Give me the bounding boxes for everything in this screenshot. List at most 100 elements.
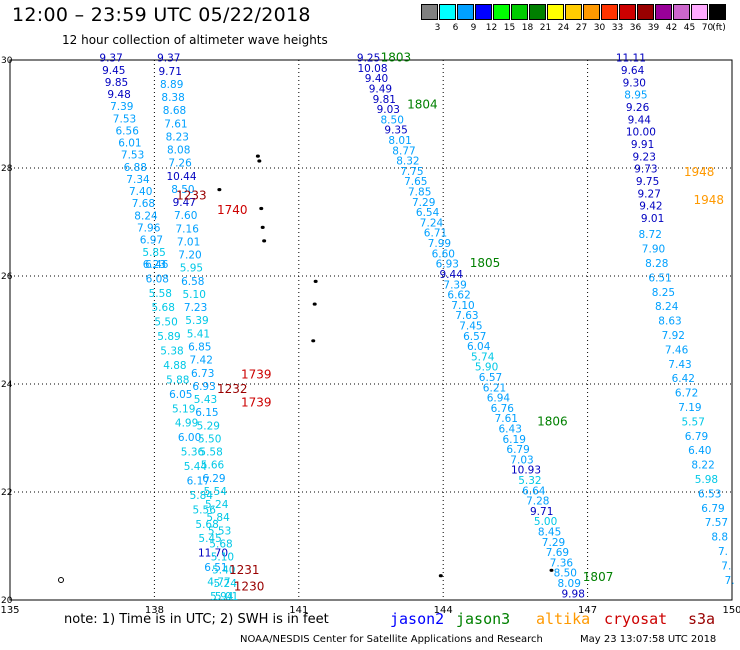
swh-value: 8.23 xyxy=(166,131,189,143)
track-c: 9.379.718.898.388.687.618.23 8.087.2610.4… xyxy=(157,53,238,603)
swh-value: 10.44 xyxy=(166,171,196,183)
pass-time-label: 1233 xyxy=(176,188,207,202)
swh-value: 5.89 xyxy=(157,331,180,343)
lat-tick-label: 22 xyxy=(1,488,12,498)
swh-value: 6.46 xyxy=(145,259,169,271)
swh-value: 7.42 xyxy=(190,355,213,367)
swh-value: 9.81 xyxy=(373,94,396,106)
swh-value: 7.19 xyxy=(678,402,701,414)
island-mark xyxy=(438,574,443,578)
swh-value: 9.73 xyxy=(634,164,657,176)
swh-value: 5.66 xyxy=(201,460,225,472)
swh-value: 6.79 xyxy=(685,431,708,443)
swh-value: 6.04 xyxy=(467,341,491,353)
swh-value: 9.85 xyxy=(105,77,128,89)
swh-value: 7.68 xyxy=(132,198,155,210)
map-frame xyxy=(9,59,733,601)
legend-swatch xyxy=(439,4,456,20)
swh-value: 7.40 xyxy=(129,186,152,198)
pass-time-label: 1807 xyxy=(583,570,614,584)
map-subtitle: 12 hour collection of altimeter wave hei… xyxy=(62,33,328,47)
swh-value: 6.58 xyxy=(181,276,204,288)
swh-value: 11.70 xyxy=(198,548,228,560)
swh-value: 7. xyxy=(721,560,731,572)
swh-value: 9.44 xyxy=(440,269,464,281)
island-mark xyxy=(58,577,64,583)
swh-value: 5.94 xyxy=(210,591,234,603)
swh-value: 6.42 xyxy=(672,373,695,385)
swh-value: 7.61 xyxy=(164,118,187,130)
legend-swatch xyxy=(565,4,582,20)
swh-value: 7.03 xyxy=(510,454,533,466)
swh-value: 8.08 xyxy=(167,145,190,157)
swh-value: 9.25 xyxy=(357,53,380,65)
island-mark xyxy=(313,279,318,283)
swh-value: 7.85 xyxy=(408,187,431,199)
swh-value: 6.00 xyxy=(178,432,201,444)
pass-time-label: 1739 xyxy=(241,368,272,382)
swh-value: 6.64 xyxy=(522,485,546,497)
swh-value: 5.58 xyxy=(149,288,172,300)
legend-label: 33 xyxy=(611,23,624,33)
swh-value: 7.96 xyxy=(137,223,161,235)
mission-label-jason2: jason2 xyxy=(390,610,445,628)
swh-value: 4.99 xyxy=(175,418,198,430)
map-title: 12:00 – 23:59 UTC 05/22/2018 xyxy=(12,4,311,26)
swh-value: 6.05 xyxy=(169,389,192,401)
swh-value: 5.56 xyxy=(193,504,217,516)
swh-value: 7.46 xyxy=(665,344,689,356)
swh-value: 9.37 xyxy=(99,53,122,65)
pass-time-label: 1806 xyxy=(537,415,568,429)
swh-value: 6.57 xyxy=(479,372,502,384)
swh-value: 6.40 xyxy=(688,445,711,457)
swh-value: 9.71 xyxy=(530,506,553,518)
swh-value: 5.32 xyxy=(518,475,541,487)
swh-value: 7.29 xyxy=(412,197,435,209)
legend-label: 3 xyxy=(434,23,441,33)
legend-swatch xyxy=(583,4,600,20)
swh-value: 6.19 xyxy=(503,434,526,446)
legend-swatch xyxy=(457,4,474,20)
swh-value: 9.27 xyxy=(638,188,661,200)
swh-value: 6.54 xyxy=(416,207,440,219)
swh-value: 7.92 xyxy=(662,330,685,342)
legend-label: 9 xyxy=(470,23,477,33)
swh-value: 5.53 xyxy=(208,525,231,537)
legend-label: 39 xyxy=(647,23,660,33)
swh-value: 5.38 xyxy=(160,346,183,358)
swh-value: 5.68 xyxy=(152,302,175,314)
swh-value: 9.75 xyxy=(636,176,659,188)
island-mark xyxy=(311,339,316,343)
island-mark xyxy=(255,154,260,158)
lat-tick-label: 24 xyxy=(1,380,13,390)
swh-value: 5.29 xyxy=(197,420,220,432)
swh-value: 8.28 xyxy=(645,258,668,270)
legend-swatch xyxy=(547,4,564,20)
swh-value: 7.28 xyxy=(526,496,549,508)
swh-value: 5.40 xyxy=(212,565,235,577)
swh-value: 8.63 xyxy=(658,316,681,328)
swh-value: 8.32 xyxy=(396,156,419,168)
lat-tick-label: 30 xyxy=(1,56,13,66)
lon-tick-label: 150 xyxy=(722,605,740,616)
swh-value: 7.20 xyxy=(178,250,201,262)
legend-swatch xyxy=(475,4,492,20)
swh-value: 7.16 xyxy=(176,223,200,235)
swh-value: 9.01 xyxy=(641,213,664,225)
swh-value: 9.48 xyxy=(107,89,130,101)
swh-value: 7.53 xyxy=(121,150,144,162)
swh-value: 9.49 xyxy=(369,84,392,96)
pass-time-label: 1948 xyxy=(694,193,725,207)
swh-value: 7.10 xyxy=(451,300,474,312)
swh-value: 5.50 xyxy=(154,317,177,329)
generated-timestamp: May 23 13:07:58 UTC 2018 xyxy=(580,634,717,645)
swh-value: 8.50 xyxy=(381,114,404,126)
legend-label: 18 xyxy=(521,23,534,33)
swh-value: 9.91 xyxy=(631,139,654,151)
lon-tick-label: 147 xyxy=(578,605,597,616)
legend-swatch xyxy=(655,4,672,20)
mission-label-jason3: jason3 xyxy=(456,610,511,628)
pass-time-label: 1231 xyxy=(229,563,260,577)
swh-value: 5.39 xyxy=(185,315,208,327)
swh-value: 9.98 xyxy=(562,588,585,600)
